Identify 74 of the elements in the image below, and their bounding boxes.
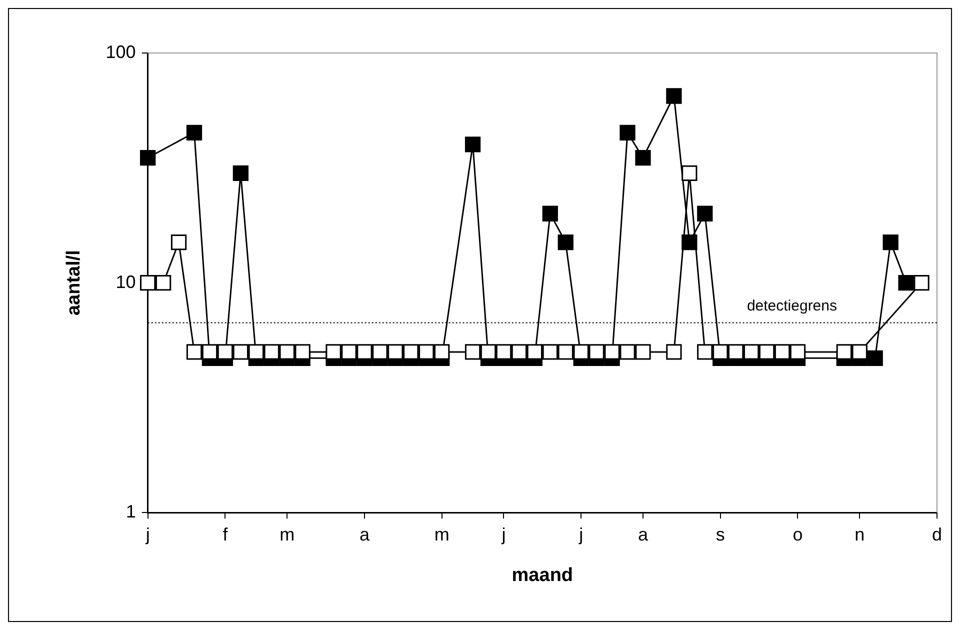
point (635, 150, 651, 166)
x-tick-label: j (578, 524, 584, 544)
point (186, 344, 202, 360)
point (140, 150, 156, 166)
x-tick-label: a (359, 524, 370, 544)
x-axis-title: maand (512, 564, 574, 586)
x-tick-label: a (638, 524, 649, 544)
point (248, 344, 264, 360)
point (140, 274, 156, 291)
ref-line-label: detectiegrens (746, 297, 837, 314)
point (496, 344, 512, 360)
point (666, 344, 682, 360)
point (232, 165, 248, 181)
x-tick-label: f (222, 524, 229, 544)
point (682, 165, 698, 181)
point (526, 344, 542, 360)
point (790, 344, 806, 360)
point (867, 350, 883, 366)
point (464, 344, 481, 360)
point (666, 88, 682, 104)
point (620, 124, 636, 141)
point (217, 344, 234, 360)
point (558, 234, 574, 250)
y-tick-label: 100 (106, 42, 136, 62)
point (774, 344, 790, 360)
point (852, 344, 868, 360)
point (758, 344, 775, 360)
point (542, 206, 558, 222)
point (388, 344, 404, 360)
x-tick-label: j (500, 524, 506, 544)
point (620, 344, 636, 360)
point (588, 344, 604, 360)
x-tick-label: m (434, 524, 450, 544)
point (882, 234, 898, 250)
x-tick-label: s (716, 524, 725, 544)
point (232, 344, 248, 360)
point (480, 344, 496, 360)
point (836, 344, 852, 360)
point (170, 234, 187, 250)
x-tick-label: j (144, 524, 150, 544)
x-tick-label: n (854, 524, 865, 544)
point (279, 344, 295, 360)
point (743, 344, 760, 360)
point (294, 344, 310, 360)
point (202, 344, 218, 360)
point (264, 344, 280, 360)
point (697, 206, 713, 222)
point (558, 344, 574, 360)
point (434, 344, 450, 360)
point (604, 344, 620, 360)
y-tick-label: 1 (126, 502, 136, 522)
x-tick-label: o (792, 524, 803, 544)
x-tick-label: d (932, 524, 942, 544)
point (155, 274, 172, 291)
point (372, 344, 388, 360)
point (697, 344, 713, 360)
point (464, 136, 481, 152)
point (511, 344, 528, 360)
point (898, 274, 914, 291)
point (186, 124, 202, 141)
point (635, 344, 651, 360)
point (418, 344, 434, 360)
point (356, 344, 372, 360)
point (712, 344, 728, 360)
point (341, 344, 357, 360)
x-tick-label: m (280, 524, 295, 544)
y-axis-title: aantal/l (64, 250, 85, 316)
point (542, 344, 558, 360)
point (573, 344, 589, 360)
point (403, 344, 419, 360)
point (728, 344, 744, 360)
y-tick-label: 10 (116, 272, 136, 292)
point (326, 344, 342, 360)
point (914, 274, 930, 291)
